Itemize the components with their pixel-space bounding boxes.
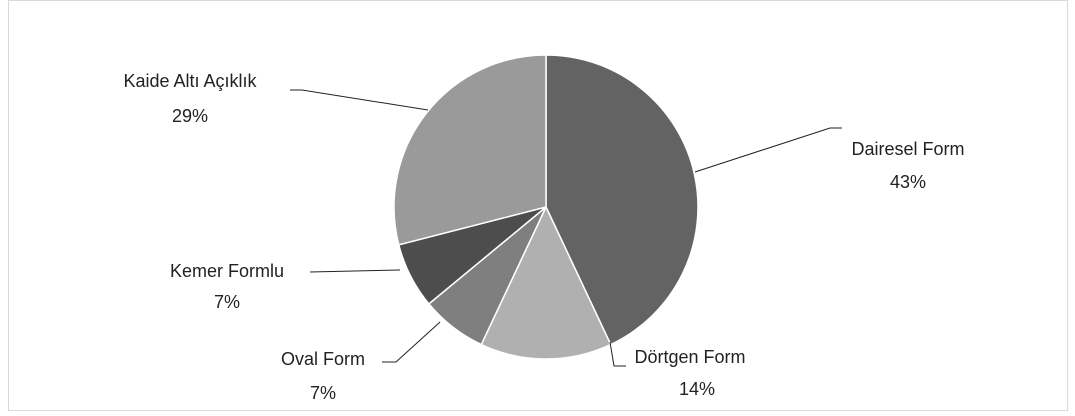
slice-value-label: 43% [890,172,926,192]
leader-line [609,341,626,367]
slice-value-label: 7% [310,383,336,403]
leader-line [382,321,441,363]
slice-value-label: 29% [172,106,208,126]
slice-label: Dörtgen Form [634,347,745,367]
leader-line [694,127,842,173]
leader-line [290,89,429,111]
slice-label: Kaide Altı Açıklık [123,71,257,91]
slice-label: Oval Form [281,349,365,369]
pie-slice [393,54,547,246]
leader-line [309,269,401,273]
slice-label: Kemer Formlu [170,261,284,281]
slice-value-label: 14% [679,379,715,399]
pie-slice [480,205,612,360]
pie-slice [545,54,699,346]
slice-label: Dairesel Form [851,139,964,159]
slice-value-label: 7% [214,292,240,312]
